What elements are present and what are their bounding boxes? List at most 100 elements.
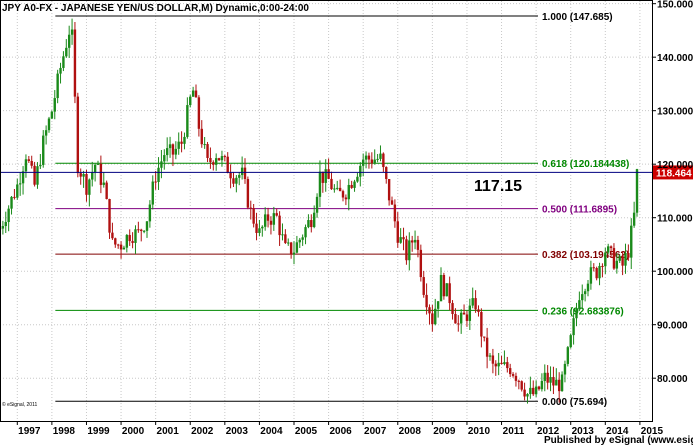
candle-body	[220, 156, 224, 161]
x-axis: 1997 1998 1999 2000 2001 2002 2003 2004 2005 2006…	[16, 421, 664, 437]
candle-body	[312, 212, 316, 228]
candle-body	[488, 355, 492, 357]
candle-body	[281, 234, 284, 236]
candle-body	[70, 29, 74, 35]
y-axis: 80.000 90.000 100.000 110.000 120.000 130.000…	[652, 0, 693, 385]
candle-body	[336, 187, 339, 189]
candle-body	[477, 309, 480, 312]
footer-published: Published by eSignal (www.esignal.com)	[544, 435, 693, 446]
candle-body	[529, 387, 532, 395]
candle-body	[189, 96, 192, 106]
candle-body	[284, 234, 287, 243]
candle-body	[474, 298, 477, 310]
candle-body	[526, 394, 529, 397]
candle-body	[91, 172, 94, 180]
current-price-tag	[653, 165, 693, 180]
candle-body	[99, 163, 103, 185]
candle-body	[214, 158, 218, 165]
candle-body	[240, 167, 244, 176]
x-tick-label: 1999	[87, 426, 110, 437]
candle-body	[217, 158, 221, 161]
candle-body	[549, 377, 552, 383]
candle-body	[555, 379, 558, 386]
candle-body	[390, 200, 394, 205]
candle-body	[583, 291, 587, 295]
candle-body	[361, 159, 365, 166]
candle-body	[419, 249, 423, 278]
fib-level-label: 0.500 (111.6895)	[542, 205, 617, 216]
candle-body	[191, 90, 195, 97]
candle-body	[125, 234, 129, 248]
candle-body	[209, 158, 212, 163]
y-tick-label: 90.000	[657, 321, 688, 332]
x-tick-label: 2010	[468, 426, 491, 437]
candle-body	[425, 294, 428, 308]
candle-body	[128, 234, 131, 242]
x-tick-label: 2012	[537, 426, 560, 437]
candle-body	[140, 229, 143, 232]
candle-body	[13, 196, 16, 198]
y-tick-label: 80.000	[657, 374, 688, 385]
candle-body	[145, 221, 149, 231]
candle-body	[301, 237, 304, 240]
candle-body	[200, 128, 203, 145]
fib-level-label: 0.000 (75.694)	[542, 397, 607, 408]
candle-body	[405, 239, 408, 261]
candle-body	[359, 165, 362, 177]
candle-body	[483, 336, 486, 338]
candle-body	[581, 294, 584, 301]
candle-body	[347, 184, 350, 200]
candle-body	[180, 141, 183, 144]
candle-body	[67, 34, 71, 48]
x-tick-label: 2005	[295, 426, 318, 437]
candle-body	[532, 387, 535, 395]
candle-body	[255, 223, 258, 233]
candle-body	[506, 362, 509, 369]
candle-body	[578, 300, 581, 310]
candle-body	[119, 244, 123, 250]
candle-body	[223, 156, 227, 158]
candle-body	[413, 239, 417, 243]
candle-body	[586, 283, 590, 292]
candle-body	[517, 380, 521, 382]
candles	[0, 18, 639, 404]
x-tick-label: 2015	[641, 426, 664, 437]
candle-body	[632, 212, 636, 226]
candle-body	[105, 182, 108, 200]
candle-body	[65, 47, 68, 57]
candle-body	[137, 229, 140, 231]
candle-body	[226, 156, 229, 173]
candle-body	[508, 368, 512, 375]
candle-body	[572, 318, 575, 336]
candle-body	[73, 29, 77, 97]
candle-body	[480, 311, 483, 337]
y-tick-label: 150.000	[657, 0, 693, 11]
candle-body	[416, 239, 420, 250]
candle-body	[468, 305, 472, 321]
candle-body	[376, 158, 379, 160]
candle-body	[630, 225, 633, 258]
candle-body	[330, 178, 333, 190]
grid-lines	[0, 1, 652, 421]
candle-body	[229, 172, 232, 179]
candle-body	[310, 220, 313, 228]
current-price-group: 118.464	[0, 165, 693, 180]
candle-body	[436, 301, 440, 309]
candle-body	[243, 167, 247, 180]
candle-body	[431, 313, 434, 325]
candle-body	[451, 303, 454, 314]
candle-body	[186, 105, 189, 137]
candle-body	[1, 226, 5, 229]
candle-body	[197, 97, 201, 129]
candle-body	[624, 253, 627, 266]
candle-body	[514, 375, 518, 381]
candle-body	[39, 164, 42, 167]
plot-frame	[0, 0, 653, 422]
candle-body	[494, 363, 497, 367]
candle-body	[609, 246, 613, 249]
x-tick-label: 2002	[191, 426, 214, 437]
candle-body	[249, 207, 252, 209]
candle-body	[177, 141, 180, 149]
candle-body	[24, 159, 28, 172]
